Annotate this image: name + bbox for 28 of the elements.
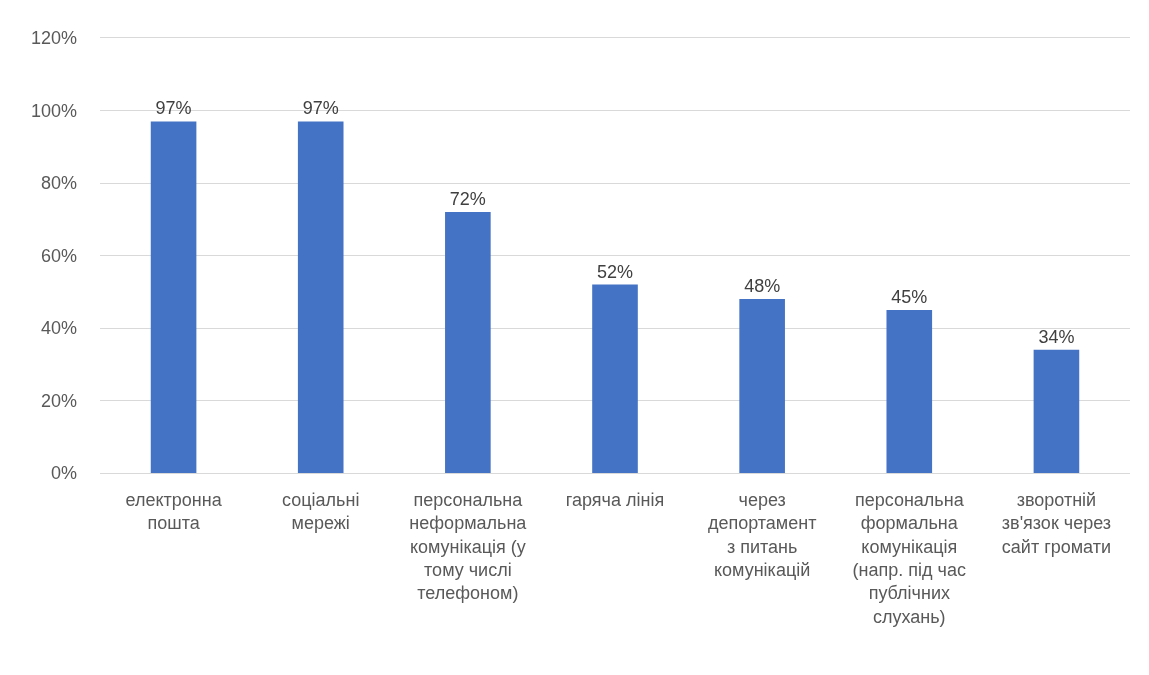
x-tick-label: гаряча лінія <box>565 489 665 510</box>
y-tick-label: 120% <box>30 28 77 49</box>
y-tick-label: 80% <box>40 173 77 194</box>
bar <box>592 284 638 473</box>
x-tick-label: персональна неформальна комунікація (у тому числі телефоном) <box>409 489 528 604</box>
x-tick-label: електронна пошта <box>125 489 223 534</box>
data-label: 45% <box>891 286 928 307</box>
data-label: 48% <box>744 276 781 296</box>
bar <box>297 121 344 473</box>
data-label: 34% <box>1038 326 1075 347</box>
x-tick-label: зворотній зв'язок через сайт громати <box>1001 489 1112 557</box>
data-label: 97% <box>155 98 192 119</box>
bar <box>150 121 197 473</box>
data-label: 52% <box>596 261 634 282</box>
y-tick-label: 0% <box>50 463 77 484</box>
x-tick-label: соціальні мережі <box>282 489 360 534</box>
y-tick-label: 60% <box>40 245 77 266</box>
y-tick-label: 20% <box>40 390 77 411</box>
y-tick-label: 40% <box>40 318 77 339</box>
y-tick-label: 100% <box>30 100 77 121</box>
bar <box>1033 349 1080 473</box>
x-tick-label: персональна формальна комунікація (напр. під час публічних слухань) <box>852 489 966 627</box>
data-label: 72% <box>449 189 486 209</box>
bar <box>886 309 933 473</box>
bar <box>445 212 491 473</box>
data-label: 97% <box>302 98 339 119</box>
x-tick-label: через депортамент з питань комунікацій <box>707 489 817 580</box>
bar <box>739 299 785 473</box>
